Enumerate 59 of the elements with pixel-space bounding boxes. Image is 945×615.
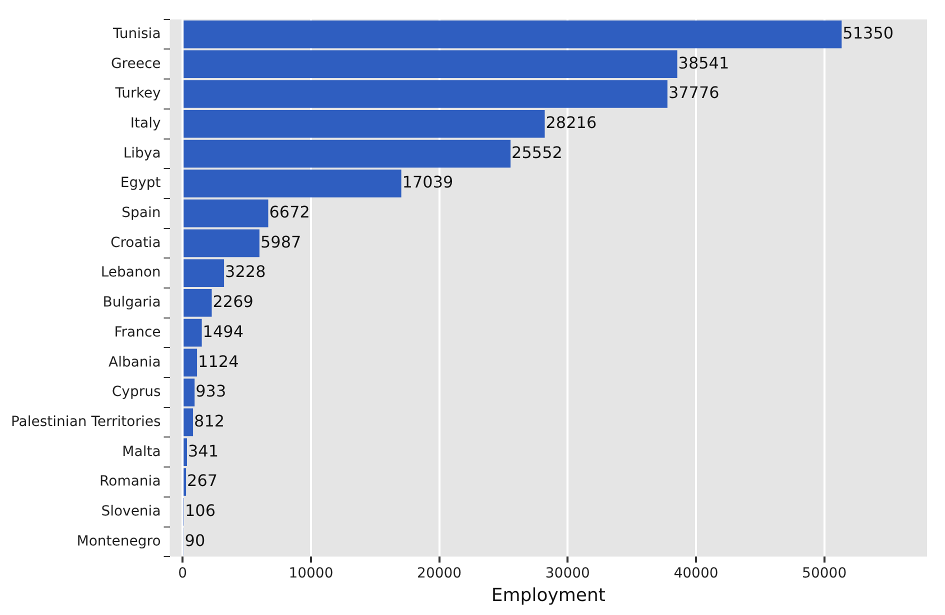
- data-label: 17039: [402, 172, 454, 192]
- bar: [184, 50, 678, 78]
- bar: [184, 170, 402, 198]
- data-label: 38541: [678, 53, 730, 72]
- data-label: 1494: [202, 322, 244, 341]
- x-tick-label: 0: [178, 566, 188, 582]
- y-tick-label: Turkey: [114, 86, 161, 102]
- data-label: 37776: [668, 83, 720, 102]
- bar: [184, 408, 194, 436]
- y-tick-label: Italy: [130, 115, 161, 132]
- x-tick-label: 30000: [545, 566, 590, 582]
- bar: [184, 229, 260, 258]
- bar: [184, 200, 268, 228]
- y-tick-label: Croatia: [110, 234, 161, 251]
- x-tick-label: 40000: [674, 566, 718, 582]
- data-label: 90: [184, 530, 206, 550]
- x-tick-label: 20000: [417, 566, 462, 582]
- data-label: 5987: [260, 232, 302, 252]
- bar: [184, 110, 545, 138]
- data-label: 2269: [212, 292, 254, 312]
- data-label: 267: [187, 471, 218, 490]
- y-tick-label: Egypt: [120, 175, 162, 192]
- bar: [184, 259, 224, 287]
- data-label: 51350: [842, 23, 894, 42]
- x-tick-label: 50000: [802, 566, 847, 582]
- data-label: 28216: [546, 113, 597, 132]
- bar: [184, 140, 511, 168]
- y-tick-label: Montenegro: [76, 533, 161, 550]
- y-tick-label: Albania: [108, 354, 161, 370]
- x-tick-label: 10000: [288, 566, 334, 582]
- bar: [184, 20, 842, 48]
- y-tick-label: France: [114, 324, 161, 340]
- data-label: 341: [188, 441, 219, 460]
- y-tick-label: Lebanon: [100, 264, 161, 281]
- bar: [184, 80, 668, 108]
- data-label: 6672: [269, 202, 310, 222]
- y-tick-label: Cyprus: [112, 384, 161, 400]
- data-label: 25552: [512, 142, 562, 162]
- bar: [184, 438, 187, 466]
- y-tick-label: Bulgaria: [102, 294, 161, 311]
- y-tick-label: Slovenia: [101, 503, 161, 520]
- bar: [184, 378, 195, 406]
- data-label: 106: [184, 500, 216, 520]
- bar: [184, 468, 186, 496]
- y-tick-label: Palestinian Territories: [10, 414, 161, 430]
- y-tick-label: Tunisia: [112, 26, 161, 42]
- bar: [184, 289, 212, 317]
- bar: [184, 348, 198, 376]
- data-label: 1124: [198, 352, 239, 371]
- data-label: 812: [194, 411, 225, 430]
- y-tick-label: Greece: [110, 56, 161, 72]
- data-label: 933: [196, 382, 226, 401]
- data-label: 3228: [225, 262, 266, 282]
- x-axis-title: Employment: [491, 584, 606, 606]
- y-tick-label: Romania: [100, 474, 161, 490]
- y-tick-label: Spain: [122, 205, 161, 222]
- bar: [184, 318, 202, 347]
- y-tick-label: Malta: [122, 444, 161, 460]
- y-tick-label: Libya: [123, 145, 161, 162]
